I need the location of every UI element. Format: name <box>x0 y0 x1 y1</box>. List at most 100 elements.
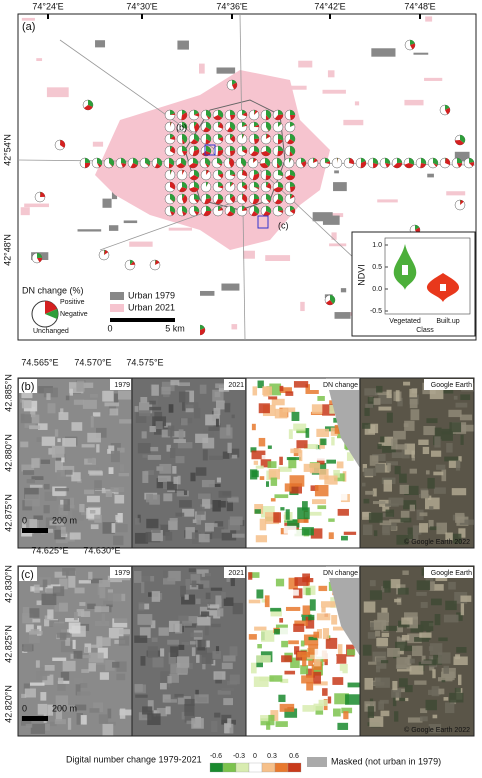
image-texture <box>390 579 401 589</box>
image-texture <box>364 388 378 396</box>
image-texture <box>146 518 159 529</box>
pie-wedge <box>278 122 282 127</box>
pie-wedge <box>385 158 390 164</box>
pie-wedge <box>242 194 244 199</box>
pie-wedge <box>410 43 415 50</box>
image-texture <box>208 426 220 431</box>
image-texture <box>250 447 257 453</box>
pie-wedge <box>104 250 109 255</box>
pie-wedge <box>200 325 205 330</box>
pie-wedge <box>206 115 211 120</box>
field-patch <box>371 48 396 57</box>
pie-wedge <box>130 261 135 265</box>
pie-wedge <box>182 127 187 130</box>
pie-wedge <box>274 114 283 120</box>
image-texture <box>399 473 407 483</box>
image-texture <box>177 442 193 449</box>
image-texture <box>186 720 196 725</box>
image-texture <box>165 531 173 541</box>
image-texture <box>119 709 134 716</box>
image-texture <box>177 696 191 705</box>
image-texture <box>363 524 373 536</box>
pie-wedge <box>37 253 42 258</box>
image-texture <box>69 388 74 396</box>
pie-wedge <box>469 161 474 167</box>
image-texture <box>117 447 125 453</box>
image-texture <box>308 659 314 666</box>
image-texture <box>24 494 40 507</box>
pie-wedge <box>230 182 234 187</box>
pie-wedge <box>242 134 245 139</box>
colorbar-tick: 0.3 <box>267 753 277 760</box>
pie-wedge <box>277 158 282 167</box>
image-texture <box>20 413 25 421</box>
image-texture <box>268 396 278 400</box>
pie-wedge <box>253 158 254 163</box>
colorbar-swatch <box>235 762 250 773</box>
image-texture <box>198 493 211 500</box>
field-patch <box>289 85 307 90</box>
image-texture <box>459 519 474 525</box>
field-patch <box>334 312 351 319</box>
image-texture <box>288 640 299 645</box>
image-texture <box>260 630 275 642</box>
image-texture <box>138 601 145 611</box>
pie-wedge <box>254 187 259 190</box>
image-texture <box>258 437 266 447</box>
image-texture <box>39 667 50 676</box>
lon-label: 74.570°E <box>74 357 111 367</box>
image-texture <box>252 689 266 698</box>
pie-wedge <box>242 134 244 139</box>
image-texture <box>35 660 40 668</box>
image-texture <box>211 720 218 732</box>
pie-wedge <box>266 134 271 139</box>
image-texture <box>98 714 109 724</box>
image-texture <box>341 707 353 714</box>
image-texture <box>79 683 88 688</box>
image-texture <box>49 721 57 727</box>
pie-wedge <box>278 206 283 211</box>
image-texture <box>460 394 471 401</box>
pie-wedge <box>155 260 160 265</box>
image-texture <box>453 656 468 666</box>
pie-wedge <box>253 158 257 163</box>
image-texture <box>254 509 261 514</box>
image-texture <box>425 497 440 510</box>
pie-wedge <box>232 82 237 90</box>
image-texture <box>445 702 455 714</box>
image-texture <box>119 464 125 472</box>
image-texture <box>202 437 215 449</box>
pie-wedge <box>188 163 198 169</box>
image-texture <box>425 699 437 711</box>
lon-label: 74.630°E <box>83 545 120 555</box>
image-texture <box>421 655 426 663</box>
inset-tick: 0.0 <box>372 286 382 293</box>
image-texture <box>37 703 48 715</box>
image-texture <box>258 403 270 414</box>
image-texture <box>398 678 408 687</box>
image-texture <box>461 424 474 432</box>
image-texture <box>219 427 233 439</box>
scale-label: 200 m <box>52 515 77 525</box>
image-texture <box>430 598 442 606</box>
image-texture <box>448 581 456 590</box>
pie-wedge <box>254 124 259 128</box>
image-texture <box>267 445 272 449</box>
image-texture <box>319 468 329 480</box>
image-texture <box>216 477 222 483</box>
pie-wedge <box>360 161 367 169</box>
image-texture <box>167 639 180 645</box>
image-texture <box>196 584 204 589</box>
image-texture <box>61 629 75 633</box>
image-texture <box>164 422 172 428</box>
image-texture <box>30 586 35 592</box>
image-texture <box>399 484 409 494</box>
image-texture <box>139 410 151 417</box>
image-texture <box>410 624 424 633</box>
image-texture <box>455 512 465 523</box>
image-texture <box>314 658 321 667</box>
pie-wedge <box>242 182 247 187</box>
image-texture <box>196 654 200 663</box>
image-texture <box>336 461 344 469</box>
